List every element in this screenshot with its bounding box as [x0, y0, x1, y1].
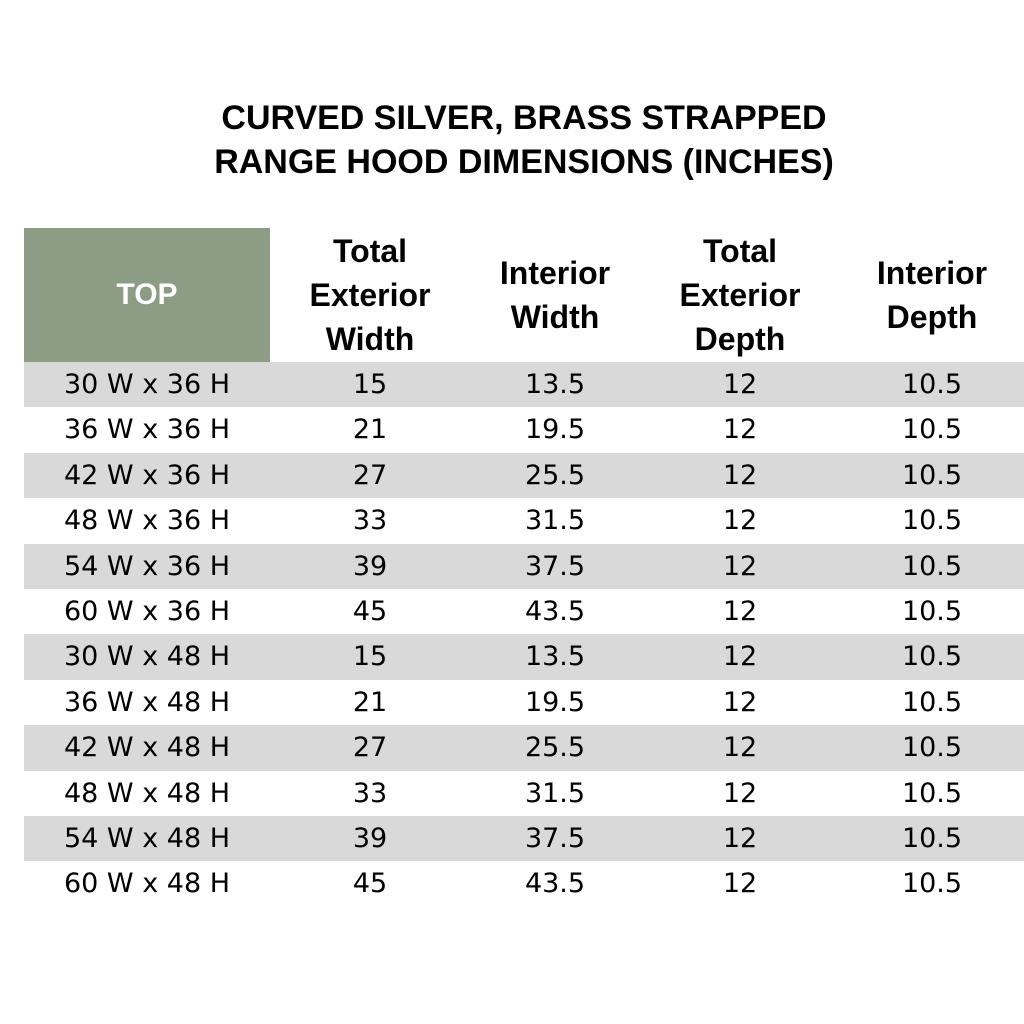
cell-top-size: 48 W x 36 H: [63, 505, 231, 537]
table-row: 42 W x 48 H 27 25.5 12 10.5: [24, 725, 1024, 771]
title-line-1: CURVED SILVER, BRASS STRAPPED: [221, 99, 827, 137]
cell-top-size: 42 W x 48 H: [63, 732, 231, 764]
cell-interior-width: 13.5: [524, 641, 586, 673]
cell-total-exterior-width: 21: [352, 686, 388, 718]
cell-total-exterior-depth: 12: [722, 550, 758, 582]
cell-total-exterior-width: 21: [352, 414, 388, 446]
cell-total-exterior-depth: 12: [722, 732, 758, 764]
cell-top-size: 30 W x 48 H: [63, 641, 231, 673]
cell-total-exterior-depth: 12: [722, 777, 758, 809]
table-row: 48 W x 48 H 33 31.5 12 10.5: [24, 771, 1024, 816]
cell-top-size: 36 W x 36 H: [63, 414, 231, 446]
cell-total-exterior-depth: 12: [722, 595, 758, 627]
header-total-exterior-width: Total Exterior Width: [309, 233, 431, 357]
cell-interior-width: 43.5: [524, 595, 586, 627]
header-total-exterior-depth: Total Exterior Depth: [679, 233, 801, 357]
table-row: 54 W x 36 H 39 37.5 12 10.5: [24, 543, 1024, 589]
header-interior-depth: Interior Depth: [876, 255, 988, 335]
table-row: 60 W x 36 H 45 43.5 12 10.5: [24, 589, 1024, 634]
table-header: TOP Total Exterior Width Interior Width …: [24, 228, 1024, 362]
cell-total-exterior-depth: 12: [722, 459, 758, 491]
cell-total-exterior-width: 15: [352, 641, 388, 673]
cell-total-exterior-depth: 12: [722, 505, 758, 537]
cell-interior-width: 19.5: [524, 414, 586, 446]
cell-interior-depth: 10.5: [901, 732, 963, 764]
cell-total-exterior-depth: 12: [722, 822, 758, 854]
cell-interior-width: 31.5: [524, 505, 586, 537]
cell-total-exterior-width: 33: [352, 505, 388, 537]
cell-interior-width: 13.5: [524, 369, 586, 400]
cell-total-exterior-width: 27: [352, 459, 388, 491]
cell-interior-width: 25.5: [524, 459, 586, 491]
title-line-2: RANGE HOOD DIMENSIONS (INCHES): [214, 143, 834, 181]
cell-interior-width: 37.5: [524, 822, 586, 854]
table-row: 42 W x 36 H 27 25.5 12 10.5: [24, 452, 1024, 499]
cell-top-size: 42 W x 36 H: [63, 459, 231, 491]
cell-interior-depth: 10.5: [901, 414, 963, 446]
cell-total-exterior-width: 33: [352, 777, 388, 809]
cell-total-exterior-depth: 12: [722, 686, 758, 718]
cell-total-exterior-width: 15: [352, 369, 388, 400]
cell-interior-depth: 10.5: [901, 777, 963, 809]
table-row: 54 W x 48 H 39 37.5 12 10.5: [24, 815, 1024, 862]
cell-top-size: 60 W x 48 H: [63, 868, 231, 900]
cell-interior-depth: 10.5: [901, 595, 963, 627]
cell-interior-depth: 10.5: [901, 369, 963, 400]
cell-top-size: 60 W x 36 H: [63, 595, 231, 627]
header-top: TOP: [24, 228, 270, 362]
cell-top-size: 54 W x 48 H: [63, 822, 231, 854]
cell-total-exterior-width: 39: [352, 550, 388, 582]
table-body: 30 W x 36 H 15 13.5 12 10.5 36 W x 36 H 21 19.5…: [24, 362, 1024, 907]
page-title: CURVED SILVER, BRASS STRAPPED RANGE HOOD…: [0, 96, 1024, 184]
cell-total-exterior-width: 27: [352, 732, 388, 764]
cell-interior-depth: 10.5: [901, 686, 963, 718]
cell-interior-depth: 10.5: [901, 550, 963, 582]
cell-total-exterior-depth: 12: [722, 414, 758, 446]
cell-interior-depth: 10.5: [901, 641, 963, 673]
cell-interior-width: 31.5: [524, 777, 586, 809]
cell-total-exterior-width: 39: [352, 822, 388, 854]
cell-top-size: 48 W x 48 H: [63, 777, 231, 809]
cell-interior-width: 37.5: [524, 550, 586, 582]
table-row: 36 W x 48 H 21 19.5 12 10.5: [24, 680, 1024, 725]
cell-interior-depth: 10.5: [901, 868, 963, 900]
cell-top-size: 54 W x 36 H: [63, 550, 231, 582]
cell-interior-width: 19.5: [524, 686, 586, 718]
cell-interior-depth: 10.5: [901, 822, 963, 854]
cell-interior-width: 25.5: [524, 732, 586, 764]
table-row: 48 W x 36 H 33 31.5 12 10.5: [24, 498, 1024, 543]
table-row: 30 W x 36 H 15 13.5 12 10.5: [24, 362, 1024, 408]
cell-top-size: 36 W x 48 H: [63, 686, 231, 718]
header-interior-width: Interior Width: [499, 255, 611, 335]
table-row: 60 W x 48 H 45 43.5 12 10.5: [24, 861, 1024, 906]
cell-total-exterior-width: 45: [352, 595, 388, 627]
cell-total-exterior-depth: 12: [722, 641, 758, 673]
cell-interior-width: 43.5: [524, 868, 586, 900]
table-row: 30 W x 48 H 15 13.5 12 10.5: [24, 634, 1024, 680]
table-row: 36 W x 36 H 21 19.5 12 10.5: [24, 407, 1024, 452]
cell-interior-depth: 10.5: [901, 459, 963, 491]
cell-total-exterior-depth: 12: [722, 369, 758, 400]
cell-total-exterior-width: 45: [352, 868, 388, 900]
cell-total-exterior-depth: 12: [722, 868, 758, 900]
cell-interior-depth: 10.5: [901, 505, 963, 537]
cell-top-size: 30 W x 36 H: [63, 369, 231, 400]
